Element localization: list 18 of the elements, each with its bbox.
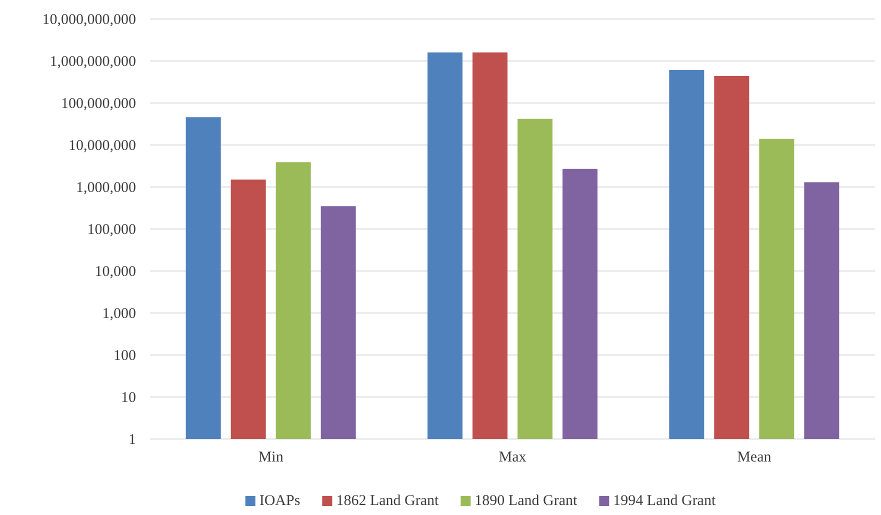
y-tick-label: 10,000,000 bbox=[68, 138, 136, 154]
legend-label: 1994 Land Grant bbox=[613, 493, 716, 509]
y-tick-label: 10,000,000,000 bbox=[42, 12, 136, 28]
x-tick-label: Max bbox=[498, 450, 527, 466]
legend-label: 1890 Land Grant bbox=[474, 493, 578, 509]
legend-label: 1862 Land Grant bbox=[336, 493, 440, 509]
x-tick-label: Mean bbox=[737, 450, 772, 466]
y-tick-label: 10 bbox=[121, 390, 136, 406]
legend-label: IOAPs bbox=[259, 493, 300, 509]
y-tick-label: 1,000,000,000 bbox=[50, 54, 136, 70]
y-tick-label: 1 bbox=[128, 432, 136, 448]
y-tick-label: 10,000 bbox=[94, 264, 136, 280]
y-tick-label: 1,000 bbox=[102, 306, 136, 322]
y-tick-label: 100,000,000 bbox=[61, 96, 136, 112]
x-tick-label: Min bbox=[258, 450, 284, 466]
y-tick-label: 100,000 bbox=[87, 222, 136, 238]
y-tick-label: 100 bbox=[114, 348, 136, 364]
y-tick-label: 1,000,000 bbox=[76, 180, 136, 196]
